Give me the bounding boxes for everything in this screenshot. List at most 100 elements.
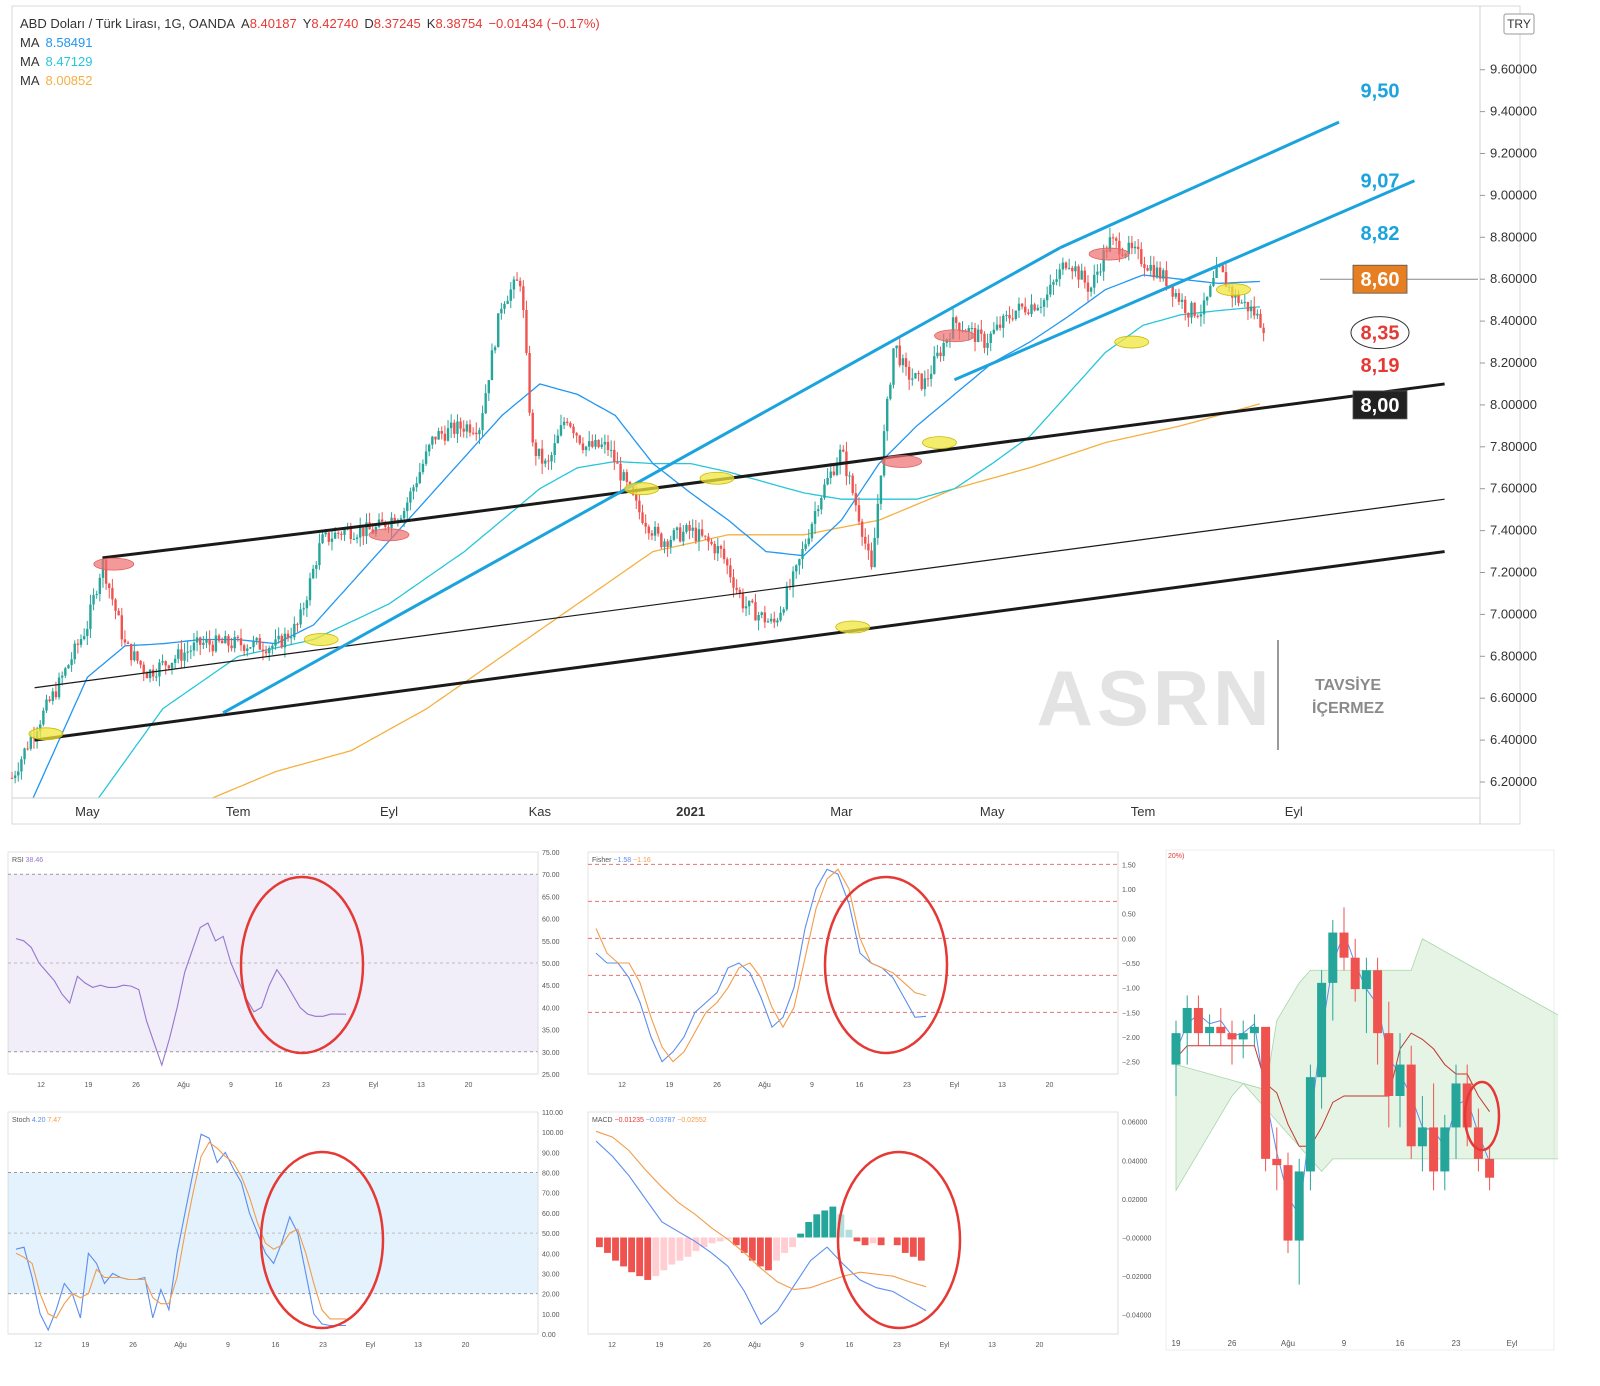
resistance-touch-marker xyxy=(881,455,923,468)
candle-body xyxy=(1045,294,1049,301)
zoom-candle-panel[interactable]: 19 26 Ağu 9 16 23 Eyl 20%) xyxy=(1162,846,1558,1356)
ma-row-1[interactable]: MA 8.58491 xyxy=(20,33,606,52)
candle-body xyxy=(311,568,315,579)
candle-body xyxy=(522,286,525,311)
candle-body xyxy=(1074,266,1077,272)
candle-body xyxy=(274,639,277,646)
currency-badge[interactable] xyxy=(1503,13,1535,35)
panel-x-tick-label: Eyl xyxy=(369,1082,379,1089)
panel-x-tick-label: Ağu xyxy=(174,1342,187,1349)
price-tick-label: 6.20000 xyxy=(1490,774,1537,789)
candle-body xyxy=(1221,265,1225,273)
candle-body xyxy=(892,348,895,385)
candle-body xyxy=(98,577,102,595)
candle-body xyxy=(1033,304,1036,311)
panel-y-tick-label: 0.04000 xyxy=(1122,1158,1147,1165)
candle-body xyxy=(421,463,425,473)
candle-body xyxy=(854,493,858,506)
support-touch-marker xyxy=(624,482,659,496)
ma-value: 8.00852 xyxy=(45,73,93,88)
candle-body xyxy=(500,308,503,314)
candle-body xyxy=(688,524,691,531)
candle-body xyxy=(1196,315,1199,317)
time-tick-label: Eyl xyxy=(380,804,398,819)
candle-body xyxy=(1071,267,1074,272)
candle-body xyxy=(901,358,905,366)
price-tick-label: 9.60000 xyxy=(1490,62,1537,77)
candle-body xyxy=(1162,270,1165,279)
candle-body xyxy=(195,637,199,643)
panel-frame xyxy=(587,1111,1119,1335)
candle-body xyxy=(832,471,836,475)
stoch-panel[interactable]: 0.00 10.00 20.00 30.00 40.00 50.00 60.00 70.00 8… xyxy=(4,1108,576,1358)
macd-histogram-bar xyxy=(837,1214,845,1238)
panel-x-tick-label: 13 xyxy=(998,1082,1006,1089)
zoom-candle-body xyxy=(1261,1026,1271,1159)
candle-body xyxy=(653,526,657,536)
candle-body xyxy=(208,639,211,645)
zoom-candle-body xyxy=(1473,1127,1483,1159)
candle-body xyxy=(217,635,221,641)
candle-body xyxy=(713,543,716,554)
macd-histogram-bar xyxy=(917,1237,925,1261)
candle-body xyxy=(471,432,475,434)
zoom-x-tick-label: 16 xyxy=(1396,1339,1405,1348)
macd-histogram-bar xyxy=(684,1237,692,1257)
candle-body xyxy=(622,472,625,481)
candle-body xyxy=(682,531,685,542)
macd-histogram-bar xyxy=(644,1237,652,1280)
candle-body xyxy=(51,691,54,702)
candle-body xyxy=(64,668,67,676)
candle-body xyxy=(199,637,202,645)
candle-body xyxy=(23,748,26,760)
zoom-candle-body xyxy=(1451,1083,1461,1128)
panel-y-tick-label: 0.50 xyxy=(1122,912,1136,919)
candle-body xyxy=(130,643,133,661)
macd-histogram-bar xyxy=(724,1237,732,1240)
main-price-chart[interactable]: 9,50 9,07 8,82 8,60 8,35 8,19 8,00 6.20000 6.40… xyxy=(0,0,1600,850)
ma-row-2[interactable]: MA 8.47129 xyxy=(20,52,606,71)
panel-y-tick-label: 60.00 xyxy=(542,1211,560,1218)
level-label-9-50: 9,50 xyxy=(1361,81,1400,103)
symbol-title[interactable]: ABD Doları / Türk Lirası, 1G, OANDA xyxy=(20,16,236,31)
ma-row-3[interactable]: MA 8.00852 xyxy=(20,71,606,90)
candle-body xyxy=(120,615,123,640)
candle-body xyxy=(1039,306,1043,308)
panel-title: RSI 38.46 xyxy=(12,857,43,864)
candle-body xyxy=(707,536,710,542)
high-value: 8.42740 xyxy=(311,16,359,31)
macd-histogram-bar xyxy=(668,1237,676,1265)
candle-body xyxy=(995,324,999,330)
rsi-panel[interactable]: 25.00 30.00 35.00 40.00 45.00 50.00 55.00 60.00… xyxy=(4,848,576,1098)
candle-body xyxy=(424,451,428,464)
high-label: Y xyxy=(302,16,312,31)
candle-body xyxy=(528,352,531,413)
panel-x-tick-label: 20 xyxy=(465,1082,473,1089)
macd-histogram-bar xyxy=(700,1237,708,1248)
candle-body xyxy=(544,460,547,464)
zoom-candle-body xyxy=(1182,1008,1192,1034)
panel-value: 7.47 xyxy=(47,1117,61,1124)
candle-body xyxy=(870,550,873,568)
panel-x-tick-label: Ağu xyxy=(177,1082,190,1089)
fisher-panel[interactable]: −2.50 −2.00 −1.50 −1.00 −0.50 0.00 0.50 1.00 1.5… xyxy=(584,848,1156,1098)
candle-body xyxy=(220,640,224,644)
black-trend-line xyxy=(34,550,1445,742)
candle-body xyxy=(1102,250,1105,272)
candle-body xyxy=(641,512,644,523)
highlight-circle xyxy=(259,1150,385,1330)
macd-panel[interactable]: −0.04000 −0.02000 −0.00000 0.02000 0.04000 0.… xyxy=(584,1108,1156,1358)
candle-body xyxy=(164,661,167,666)
candle-body xyxy=(503,303,506,309)
ma-value: 8.47129 xyxy=(45,54,93,69)
candle-body xyxy=(1256,313,1259,316)
candle-body xyxy=(1083,270,1087,283)
zoom-candle-body xyxy=(1249,1026,1259,1034)
price-tick-label: 9.40000 xyxy=(1490,104,1537,119)
candle-body xyxy=(412,487,415,492)
candle-body xyxy=(296,623,299,625)
candle-body xyxy=(911,378,914,380)
candle-body xyxy=(1118,240,1121,255)
level-label-8-82: 8,82 xyxy=(1361,223,1400,245)
panel-y-tick-label: 100.00 xyxy=(542,1130,564,1137)
